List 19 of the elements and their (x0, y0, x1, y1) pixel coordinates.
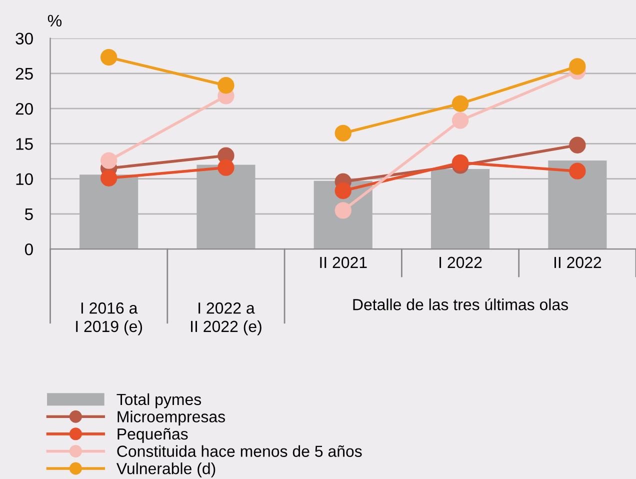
legend-label: Microempresas (118, 410, 225, 426)
y-tick-label: 10 (16, 173, 33, 186)
legend-label: Vulnerable (d) (116, 462, 216, 478)
y-tick-label: 25 (16, 68, 33, 80)
text: Detalle de las tres últimas olas (353, 298, 568, 310)
y-tick-label: 0 (24, 243, 33, 256)
y-tick-label: 30 (16, 32, 33, 45)
y-tick-label: 5 (24, 208, 33, 220)
y-tick-label: 20 (16, 102, 33, 115)
x-tick-label: I 2022 a II 2022 (e) (191, 302, 262, 336)
x-tick-label: II 2022 (554, 256, 602, 268)
legend-label: Constituida hace menos de 5 años (117, 445, 362, 457)
y-axis-title: % (48, 14, 62, 27)
legend-label: Total pymes (116, 393, 202, 408)
legend-label: Pequeñas (118, 428, 188, 443)
x-tick-label: I 2022 (440, 256, 482, 268)
y-tick-label: 15 (16, 138, 33, 150)
x-tick-label: II 2021 (320, 256, 367, 268)
x-tick-label: I 2016 a I 2019 (e) (76, 302, 142, 336)
